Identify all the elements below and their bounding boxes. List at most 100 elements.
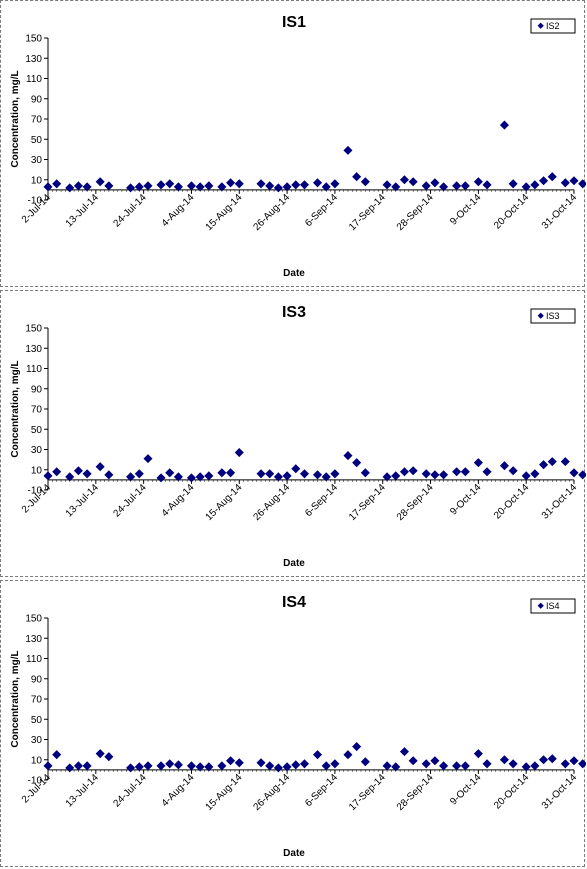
x-tick-label: 28-Sep-14 bbox=[395, 772, 436, 813]
data-point bbox=[186, 181, 196, 191]
data-point bbox=[508, 466, 518, 476]
data-point bbox=[256, 469, 266, 479]
data-point bbox=[226, 178, 236, 188]
x-axis-title: Date bbox=[283, 558, 305, 569]
chart-panel-2: IS3 -10 10 30 50 70 90 110 130 150 Concentration, … bbox=[0, 290, 586, 577]
x-tick-label: 31-Oct-14 bbox=[540, 192, 580, 232]
chart-svg-3: IS4 -10 10 30 50 70 90 110 130 150 Concentration, … bbox=[10, 594, 586, 859]
y-tick-label: 30 bbox=[31, 155, 43, 166]
data-point bbox=[256, 758, 266, 768]
data-point bbox=[226, 756, 236, 766]
x-tick-label: 4-Aug-14 bbox=[160, 772, 197, 809]
y-tick-label: 110 bbox=[26, 654, 42, 665]
data-point bbox=[530, 761, 540, 771]
data-point bbox=[226, 468, 236, 478]
data-point bbox=[439, 470, 449, 480]
data-point bbox=[43, 182, 53, 192]
data-point bbox=[82, 182, 92, 192]
data-point bbox=[104, 752, 114, 762]
data-point bbox=[312, 178, 323, 188]
y-tick-label: 10 bbox=[31, 465, 43, 476]
y-tick-label: -10 bbox=[28, 486, 43, 497]
data-point bbox=[73, 761, 83, 771]
data-point bbox=[430, 178, 440, 188]
data-point bbox=[547, 172, 557, 182]
x-tick-label: 4-Aug-14 bbox=[160, 192, 197, 229]
data-point bbox=[52, 179, 62, 189]
data-point bbox=[82, 469, 92, 479]
x-tick-label: 28-Sep-14 bbox=[395, 482, 436, 523]
data-point bbox=[399, 747, 409, 757]
data-point bbox=[312, 750, 323, 760]
y-tick-label: 70 bbox=[31, 405, 43, 416]
y-tick-label: -10 bbox=[28, 196, 43, 207]
data-point bbox=[352, 458, 362, 468]
data-point bbox=[530, 469, 540, 479]
data-point bbox=[186, 473, 196, 483]
data-point bbox=[204, 181, 214, 191]
data-point bbox=[452, 467, 462, 477]
y-axis-title: Concentration, mg/L bbox=[10, 650, 21, 747]
data-point bbox=[460, 467, 470, 477]
data-point bbox=[134, 469, 144, 479]
chart-title: IS3 bbox=[282, 304, 306, 321]
data-point bbox=[217, 468, 227, 478]
chart-panel-3: IS4 -10 10 30 50 70 90 110 130 150 Concentration, … bbox=[0, 580, 586, 867]
data-point bbox=[312, 470, 323, 480]
data-point bbox=[143, 454, 153, 464]
x-tick-label: 20-Oct-14 bbox=[492, 772, 532, 812]
data-point bbox=[560, 759, 570, 769]
y-axis-title: Concentration, mg/L bbox=[10, 360, 21, 457]
data-point bbox=[165, 759, 175, 769]
data-point bbox=[95, 749, 105, 759]
data-point bbox=[360, 468, 370, 478]
data-point bbox=[560, 178, 570, 188]
data-point bbox=[52, 467, 62, 477]
data-point bbox=[521, 471, 531, 481]
data-point bbox=[43, 761, 53, 771]
data-point bbox=[165, 468, 175, 478]
y-tick-label: 110 bbox=[26, 74, 42, 85]
data-point bbox=[382, 761, 392, 771]
data-point bbox=[352, 172, 362, 182]
legend-box bbox=[530, 18, 576, 34]
data-point bbox=[343, 145, 353, 155]
data-point bbox=[291, 760, 301, 770]
x-tick-label: 20-Oct-14 bbox=[492, 192, 532, 232]
legend: IS2 bbox=[530, 18, 576, 34]
y-tick-label: 50 bbox=[31, 715, 43, 726]
data-point bbox=[234, 758, 244, 768]
data-point bbox=[578, 470, 586, 480]
data-point bbox=[421, 181, 431, 191]
data-point bbox=[126, 183, 136, 193]
data-point bbox=[291, 464, 301, 474]
x-tick-label: 4-Aug-14 bbox=[160, 482, 197, 519]
data-point bbox=[408, 177, 418, 187]
data-point bbox=[578, 759, 586, 769]
data-point bbox=[282, 762, 292, 772]
x-tick-label: 20-Oct-14 bbox=[492, 482, 532, 522]
data-point bbox=[569, 176, 579, 186]
data-point bbox=[321, 472, 331, 482]
data-point bbox=[452, 181, 462, 191]
x-tick-label: 24-Jul-14 bbox=[111, 192, 149, 230]
chart-svg-1: IS1 -10 10 30 50 70 90 110 130 150 Concentration, … bbox=[10, 14, 586, 279]
data-point bbox=[52, 750, 62, 760]
x-tick-label: 15-Aug-14 bbox=[204, 192, 245, 233]
data-point bbox=[330, 469, 340, 479]
data-point bbox=[299, 469, 310, 479]
x-tick-label: 26-Aug-14 bbox=[251, 772, 292, 813]
x-tick-label: 6-Sep-14 bbox=[303, 192, 340, 229]
chart-panel-1: IS1 -10 10 30 50 70 90 110 130 150 Concentration, … bbox=[0, 0, 586, 287]
data-point bbox=[539, 460, 549, 470]
y-tick-label: 90 bbox=[31, 94, 43, 105]
chart-svg-2: IS3 -10 10 30 50 70 90 110 130 150 Concentration, … bbox=[10, 304, 586, 569]
data-point bbox=[399, 467, 409, 477]
data-point bbox=[134, 762, 144, 772]
data-point bbox=[560, 457, 570, 467]
data-point bbox=[391, 471, 401, 481]
data-point bbox=[73, 181, 83, 191]
legend-box bbox=[530, 308, 576, 324]
data-point bbox=[391, 182, 401, 192]
data-point bbox=[273, 763, 283, 773]
